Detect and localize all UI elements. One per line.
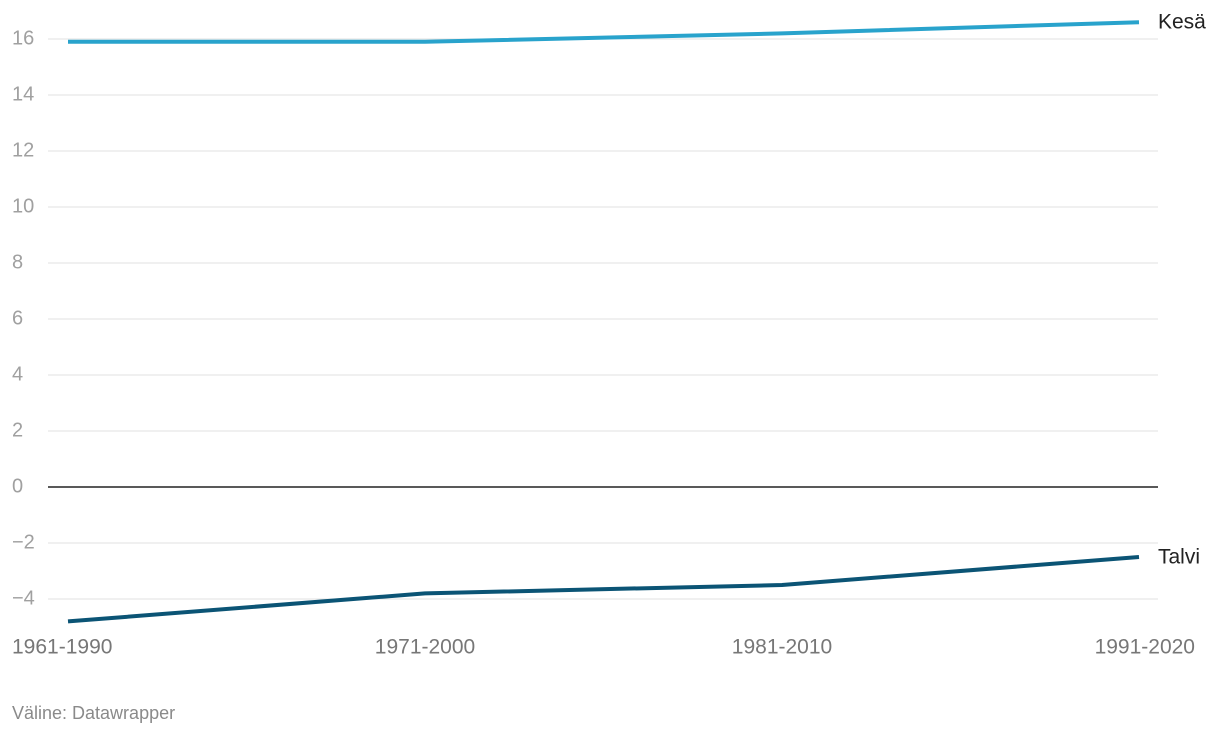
y-tick-label: 16 xyxy=(12,27,34,49)
x-tick-label: 1981-2010 xyxy=(732,636,832,659)
y-tick-label: 0 xyxy=(12,475,23,497)
y-tick-label: −4 xyxy=(12,587,35,609)
y-tick-label: 12 xyxy=(12,139,34,161)
x-tick-label: 1991-2020 xyxy=(1095,636,1195,659)
source-note: Väline: Datawrapper xyxy=(12,703,175,723)
y-tick-label: 4 xyxy=(12,363,23,385)
line xyxy=(67,555,1140,624)
line-label: Kesä xyxy=(1158,11,1206,34)
y-tick-label: 14 xyxy=(12,83,34,105)
line xyxy=(68,20,1140,44)
line-label: Talvi xyxy=(1158,546,1200,569)
y-tick-label: 8 xyxy=(12,251,23,273)
y-tick-label: 10 xyxy=(12,195,34,217)
x-tick-label: 1971-2000 xyxy=(375,636,475,659)
y-tick-label: 2 xyxy=(12,419,23,441)
y-tick-label: 6 xyxy=(12,307,23,329)
x-tick-label: 1961-1990 xyxy=(12,636,112,659)
y-tick-label: −2 xyxy=(12,531,35,553)
